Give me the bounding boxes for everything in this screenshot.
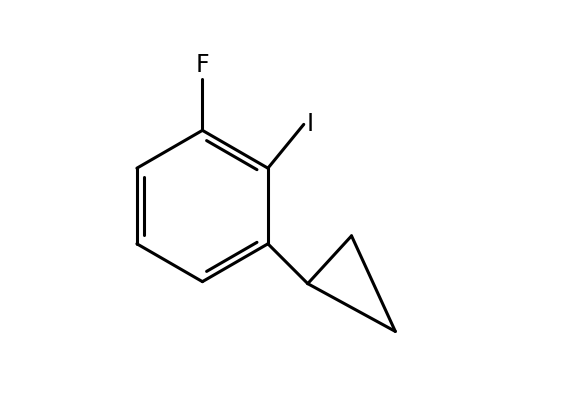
Text: F: F <box>195 53 209 77</box>
Text: I: I <box>307 112 314 136</box>
